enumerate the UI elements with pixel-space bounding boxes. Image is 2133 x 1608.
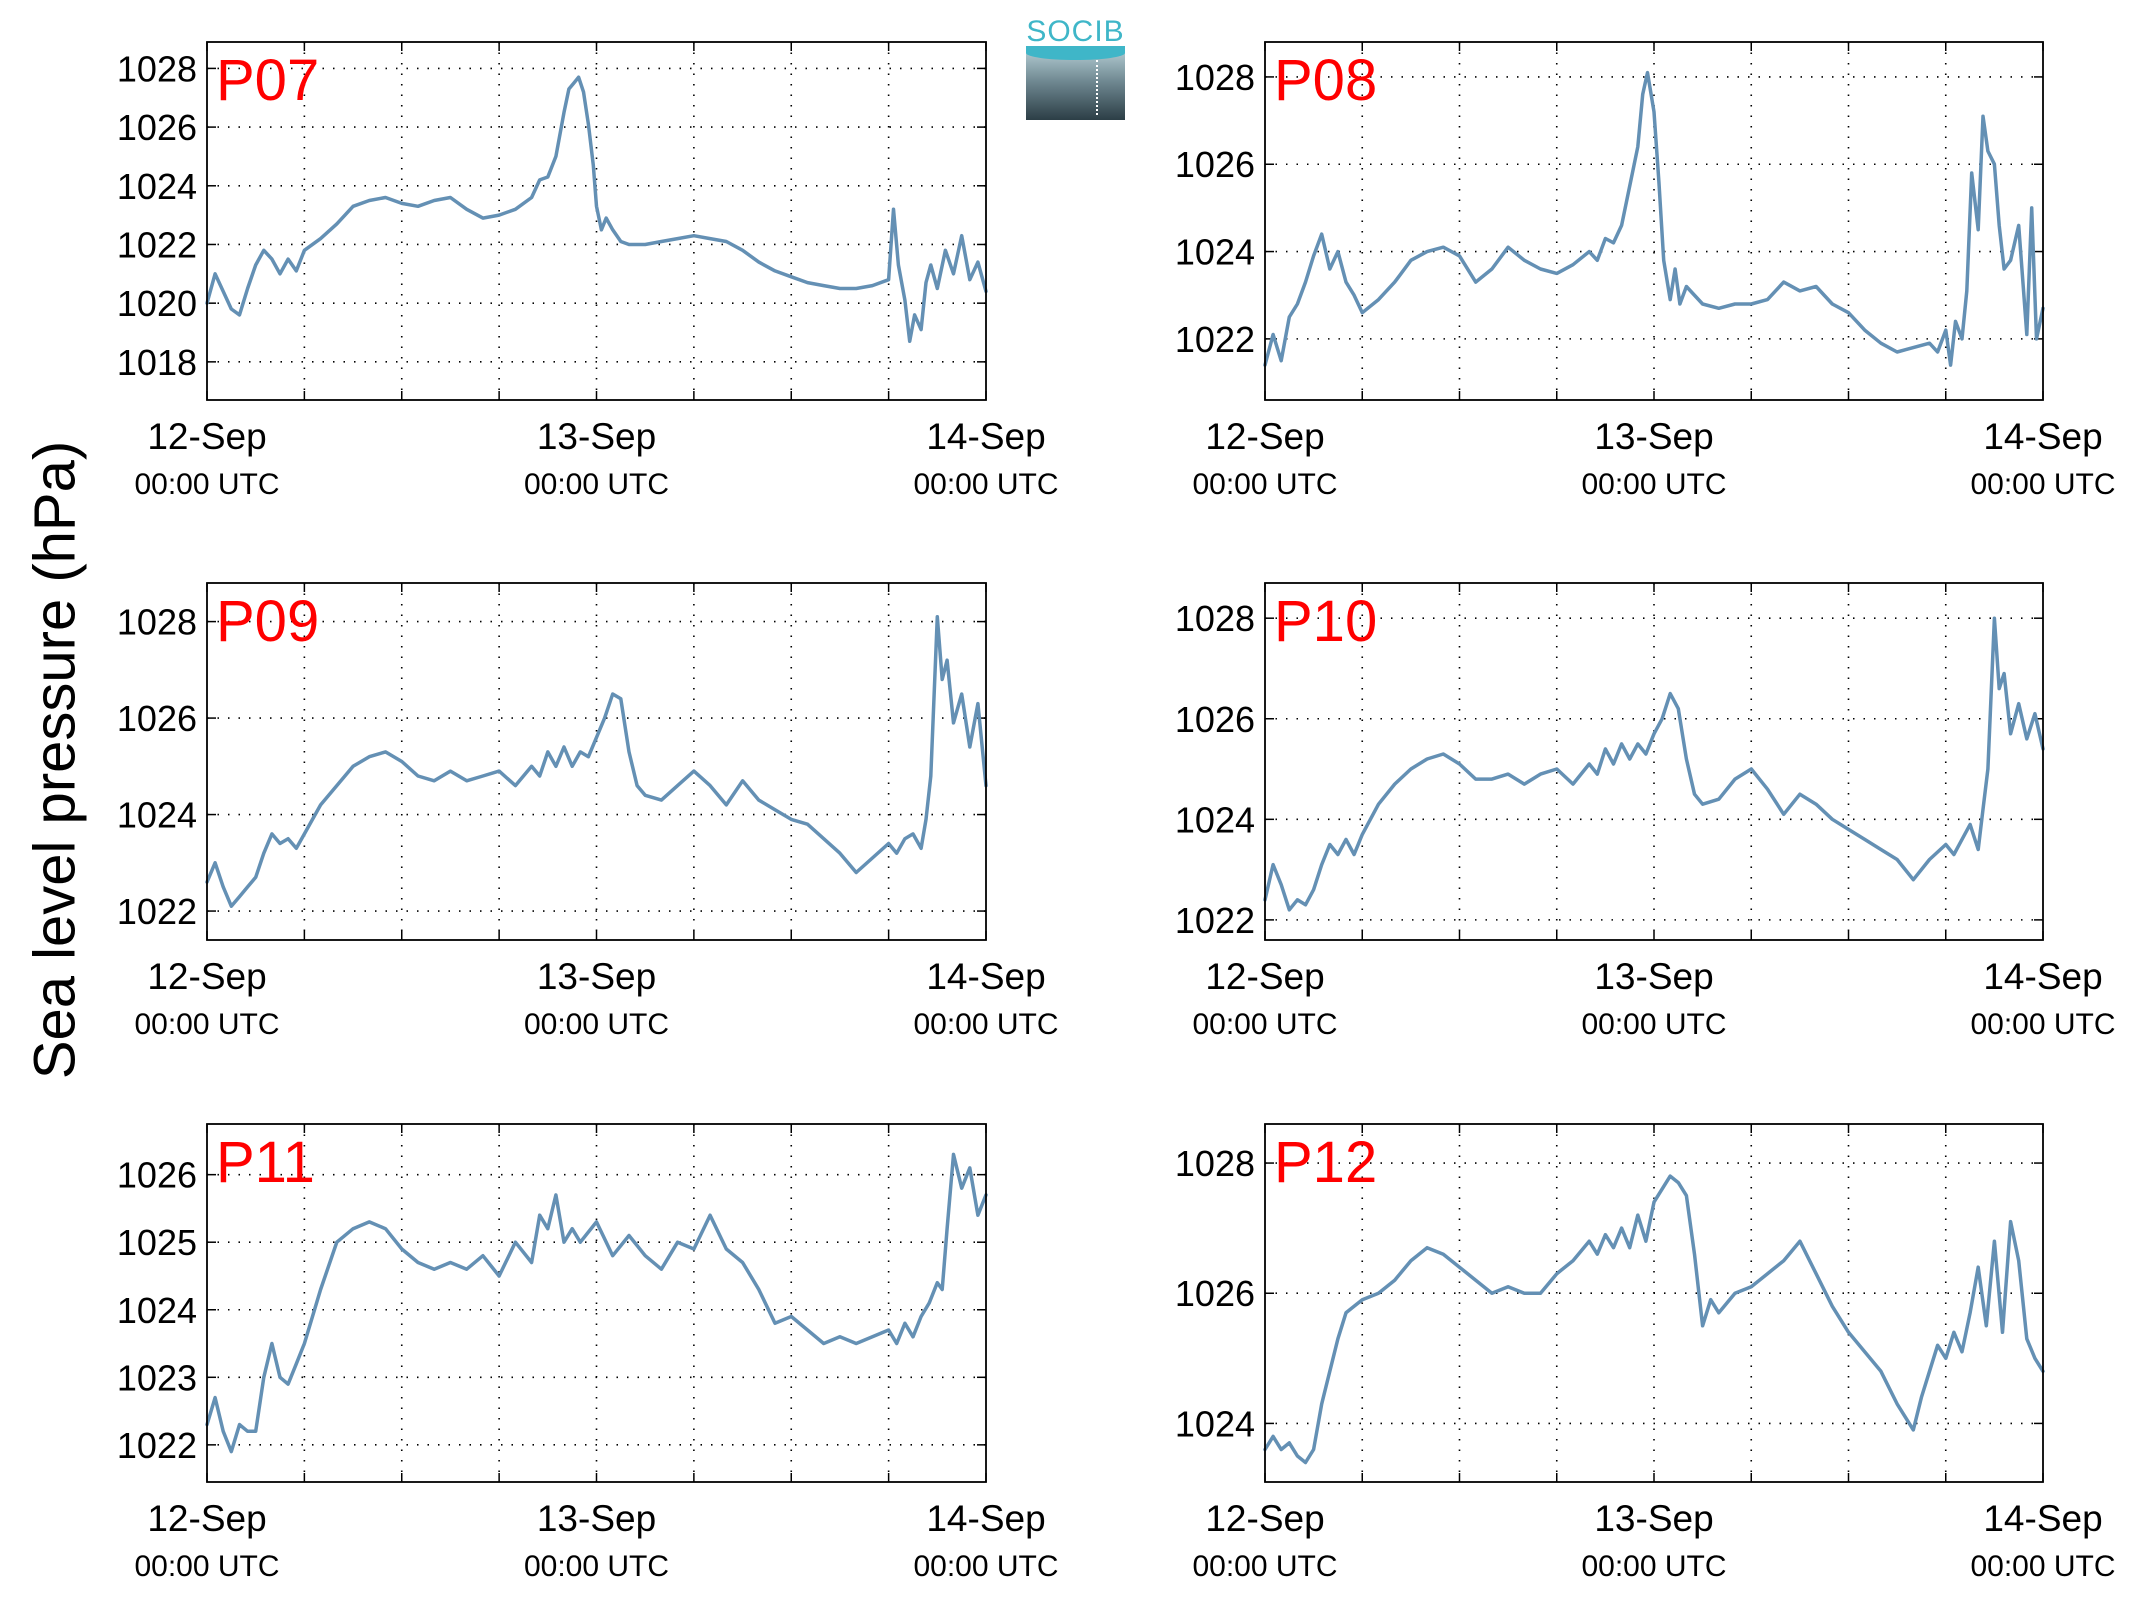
axes-frame <box>206 582 987 941</box>
x-tick-label-date: 12-Sep <box>147 416 266 457</box>
y-tick-label: 1020 <box>117 283 197 324</box>
y-tick-label: 1022 <box>117 1425 197 1466</box>
x-tick-label-time: 00:00 UTC <box>1192 1008 1337 1041</box>
x-tick-label-time: 00:00 UTC <box>1970 1008 2115 1041</box>
x-tick-label-time: 00:00 UTC <box>1192 468 1337 501</box>
x-tick-label-date: 12-Sep <box>1205 956 1324 997</box>
y-tick-label: 1022 <box>1175 900 1255 941</box>
x-tick-label-date: 14-Sep <box>926 956 1045 997</box>
series-line <box>205 1152 988 1454</box>
x-tick-label-date: 13-Sep <box>1594 1498 1713 1539</box>
panel-title: P08 <box>1274 48 1377 113</box>
series-line <box>1263 616 2045 912</box>
x-tick-label-date: 14-Sep <box>1983 416 2102 457</box>
series-line <box>205 615 988 908</box>
y-tick-label: 1022 <box>1175 319 1255 360</box>
panel-p10: 1022 1024 1026 1028 12-Sep 00:00 UTC 13-Sep 00:… <box>1175 582 2116 1041</box>
x-tick-label-date: 13-Sep <box>537 1498 656 1539</box>
x-tick-label-date: 14-Sep <box>1983 956 2102 997</box>
panel-title: P09 <box>216 589 319 654</box>
x-tick-label-time: 00:00 UTC <box>1581 1550 1726 1583</box>
series-line <box>1263 1174 2045 1465</box>
panel-title: P10 <box>1274 589 1377 654</box>
x-tick-label-time: 00:00 UTC <box>1581 1008 1726 1041</box>
panel-title: P11 <box>216 1130 315 1195</box>
y-tick-label: 1028 <box>1175 1143 1255 1184</box>
series-line <box>1263 70 2045 367</box>
logo-text: SOCIB <box>1026 15 1125 48</box>
logo-box <box>1026 50 1125 120</box>
x-tick-label-date: 13-Sep <box>537 956 656 997</box>
x-tick-label-date: 13-Sep <box>1594 416 1713 457</box>
y-tick-label: 1026 <box>1175 1273 1255 1314</box>
x-tick-label-time: 00:00 UTC <box>1970 468 2115 501</box>
y-tick-label: 1024 <box>1175 232 1255 273</box>
x-tick-label-date: 12-Sep <box>1205 416 1324 457</box>
y-tick-label: 1023 <box>117 1357 197 1398</box>
axes-frame <box>1264 1123 2044 1483</box>
y-tick-label: 1026 <box>1175 144 1255 185</box>
socib-logo: SOCIB <box>1026 14 1125 120</box>
panel-title: P12 <box>1274 1130 1377 1195</box>
x-tick-label-time: 00:00 UTC <box>913 1008 1058 1041</box>
axes-frame <box>1264 582 2044 941</box>
x-tick-label-date: 12-Sep <box>147 1498 266 1539</box>
y-tick-label: 1024 <box>117 795 197 836</box>
panel-p09: 1022 1024 1026 1028 12-Sep 00:00 UTC 13-Sep 00:… <box>117 582 1059 1041</box>
y-axis-label: Sea level pressure (hPa) <box>22 440 88 1080</box>
y-tick-label: 1024 <box>1175 1403 1255 1444</box>
x-tick-label-time: 00:00 UTC <box>524 1550 669 1583</box>
x-tick-label-time: 00:00 UTC <box>1192 1550 1337 1583</box>
y-tick-label: 1026 <box>117 1155 197 1196</box>
x-tick-label-date: 14-Sep <box>926 416 1045 457</box>
x-tick-label-time: 00:00 UTC <box>1970 1550 2115 1583</box>
axes-frame <box>206 41 987 401</box>
x-tick-label-time: 00:00 UTC <box>134 468 279 501</box>
y-tick-label: 1022 <box>117 224 197 265</box>
y-tick-label: 1024 <box>117 1290 197 1331</box>
x-tick-label-date: 13-Sep <box>537 416 656 457</box>
x-tick-label-date: 12-Sep <box>1205 1498 1324 1539</box>
y-tick-label: 1022 <box>117 891 197 932</box>
y-tick-label: 1024 <box>117 166 197 207</box>
panel-title: P07 <box>216 48 319 113</box>
panel-p12: 1024 1026 1028 12-Sep 00:00 UTC 13-Sep 00:00 U… <box>1175 1123 2116 1583</box>
x-tick-label-time: 00:00 UTC <box>134 1008 279 1041</box>
y-tick-label: 1026 <box>1175 699 1255 740</box>
series-line <box>205 75 988 344</box>
y-tick-label: 1028 <box>1175 598 1255 639</box>
x-tick-label-time: 00:00 UTC <box>134 1550 279 1583</box>
panel-p07: 1018 1020 1022 1024 1026 1028 12-Sep 00:00 UTC 1… <box>117 41 1059 501</box>
y-tick-label: 1028 <box>117 602 197 643</box>
y-tick-label: 1018 <box>117 342 197 383</box>
y-tick-label: 1028 <box>1175 57 1255 98</box>
axes-frame <box>206 1123 987 1483</box>
x-tick-label-date: 14-Sep <box>1983 1498 2102 1539</box>
x-tick-label-time: 00:00 UTC <box>1581 468 1726 501</box>
logo-dots <box>1096 60 1098 115</box>
x-tick-label-time: 00:00 UTC <box>913 1550 1058 1583</box>
x-tick-label-date: 13-Sep <box>1594 956 1713 997</box>
x-tick-label-time: 00:00 UTC <box>524 1008 669 1041</box>
x-tick-label-time: 00:00 UTC <box>524 468 669 501</box>
x-tick-label-date: 14-Sep <box>926 1498 1045 1539</box>
x-tick-label-time: 00:00 UTC <box>913 468 1058 501</box>
logo-wave <box>1026 46 1125 60</box>
axes-frame <box>1264 41 2044 401</box>
y-tick-label: 1025 <box>117 1222 197 1263</box>
panel-p11: 1022 1023 1024 1025 1026 12-Sep 00:00 UTC 13-Se… <box>117 1123 1059 1583</box>
x-tick-label-date: 12-Sep <box>147 956 266 997</box>
y-tick-label: 1024 <box>1175 799 1255 840</box>
y-tick-label: 1026 <box>117 107 197 148</box>
panel-p08: 1022 1024 1026 1028 12-Sep 00:00 UTC 13-Sep 00:… <box>1175 41 2116 501</box>
y-tick-label: 1028 <box>117 48 197 89</box>
y-tick-label: 1026 <box>117 698 197 739</box>
